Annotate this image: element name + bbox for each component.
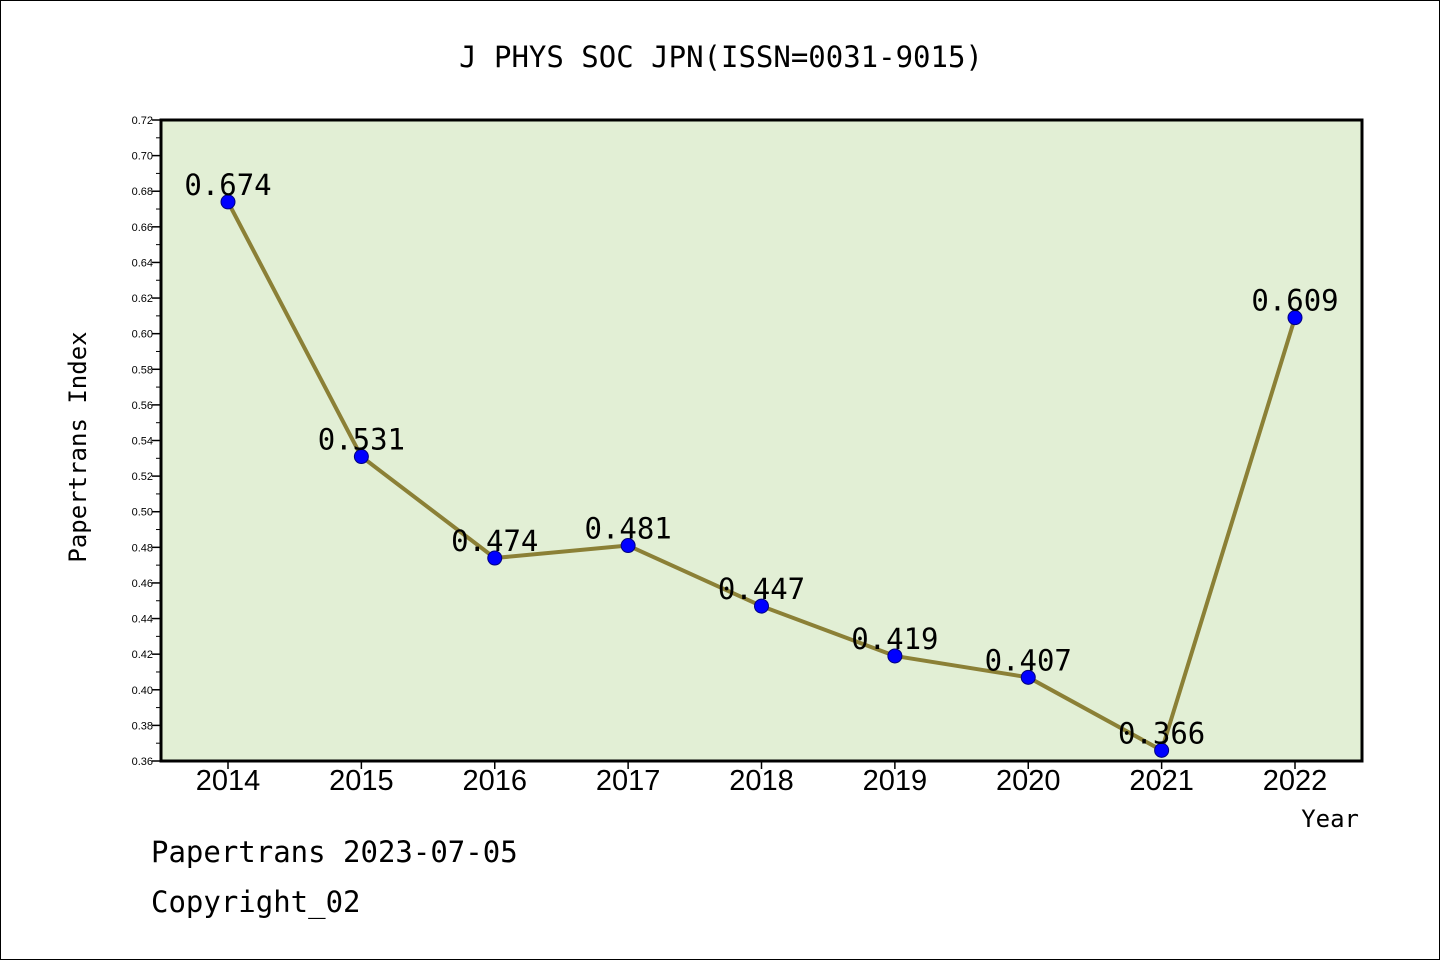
data-point-marker (754, 598, 769, 614)
y-tick-label: 0.44 (132, 614, 153, 626)
data-label: 0.366 (1118, 716, 1205, 750)
footer-copyright: Copyright_02 (151, 885, 361, 919)
y-tick-label: 0.70 (132, 151, 153, 163)
y-tick-label: 0.58 (132, 364, 153, 376)
data-label: 0.474 (451, 524, 538, 558)
x-tick-label: 2019 (863, 765, 928, 797)
y-tick-label: 0.48 (132, 542, 153, 554)
data-label: 0.674 (184, 168, 271, 202)
y-tick-label: 0.66 (132, 222, 153, 234)
y-tick-label: 0.36 (132, 756, 153, 768)
x-tick-label: 2018 (729, 765, 794, 797)
y-tick-label: 0.64 (132, 257, 153, 269)
x-tick-label: 2020 (996, 765, 1061, 797)
data-label: 0.419 (851, 622, 938, 656)
y-tick-label: 0.42 (132, 649, 153, 661)
data-label: 0.447 (718, 572, 805, 606)
x-tick-label: 2017 (596, 765, 661, 797)
data-point-marker (487, 550, 503, 566)
data-point-marker (887, 648, 903, 664)
y-axis-ticks: 0.36 0.38 0.40 0.42 0.44 0.46 0.48 0.50 0.52 0.54… (132, 115, 161, 768)
x-tick-label: 2015 (329, 765, 394, 797)
y-tick-label: 0.46 (132, 578, 153, 590)
data-point-marker (1020, 669, 1036, 685)
data-point-marker (353, 449, 369, 465)
y-tick-label: 0.52 (132, 471, 153, 483)
y-axis-label: Papertrans Index (64, 331, 92, 562)
data-label: 0.481 (584, 512, 671, 546)
y-tick-label: 0.56 (132, 400, 153, 412)
y-tick-label: 0.40 (132, 685, 153, 697)
x-axis-ticks: 2014 2015 2016 2017 2018 2019 2020 2021 2022 (196, 761, 1328, 797)
x-axis-label: Year (1301, 805, 1359, 833)
data-label: 0.609 (1251, 284, 1338, 318)
y-tick-label: 0.60 (132, 329, 153, 341)
y-tick-label: 0.62 (132, 293, 153, 305)
plot-area (159, 118, 1364, 763)
data-point-marker (220, 194, 236, 210)
x-tick-label: 2014 (196, 765, 261, 797)
y-tick-label: 0.50 (132, 507, 153, 519)
data-label: 0.531 (318, 423, 405, 457)
data-point-marker (620, 538, 636, 554)
footer-date: Papertrans 2023-07-05 (151, 835, 518, 869)
x-tick-label: 2016 (462, 765, 527, 797)
y-tick-label: 0.68 (132, 186, 153, 198)
x-tick-label: 2021 (1129, 765, 1194, 797)
data-point-marker (1287, 310, 1303, 326)
x-tick-label: 2022 (1263, 765, 1328, 797)
y-tick-label: 0.54 (132, 436, 153, 448)
chart-title: J PHYS SOC JPN(ISSN=0031-9015) (459, 40, 983, 74)
y-tick-label: 0.38 (132, 720, 153, 732)
y-tick-label: 0.72 (132, 115, 153, 127)
data-point-marker (1154, 742, 1170, 758)
series-layer: 0.674 0.531 0.474 0.481 0.447 0.419 0.407 0.366… (184, 168, 1339, 758)
data-label: 0.407 (985, 643, 1072, 677)
